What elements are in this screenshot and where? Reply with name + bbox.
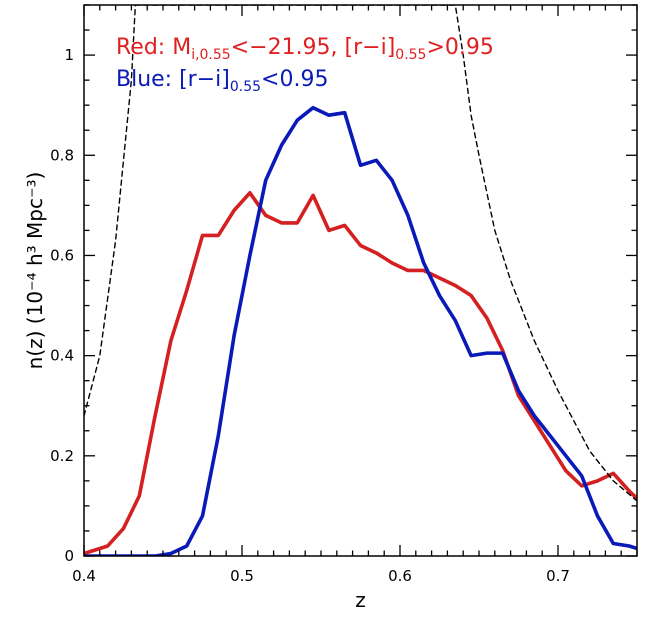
x-tick-label: 0.7 [546, 567, 570, 585]
legend-entry-0: Red: Mi,0.55<−21.95, [r−i]0.55>0.95 [116, 35, 494, 63]
y-tick-label: 1 [64, 46, 74, 64]
series-line-1 [84, 105, 637, 556]
series-layer [84, 5, 637, 556]
series-dashed-line [84, 5, 637, 502]
y-axis-title: n(z) (10⁻⁴ h³ Mpc⁻³) [23, 172, 47, 370]
x-tick-label: 0.5 [230, 567, 254, 585]
legend-entry-1: Blue: [r−i]0.55<0.95 [116, 67, 328, 95]
x-tick-label: 0.6 [388, 567, 412, 585]
y-tick-label: 0 [64, 547, 74, 565]
y-tick-label: 0.8 [50, 146, 74, 164]
y-tick-label: 0.4 [50, 347, 74, 365]
legend: Red: Mi,0.55<−21.95, [r−i]0.55>0.95 Blue:… [116, 35, 494, 95]
y-tick-label: 0.6 [50, 246, 74, 264]
x-axis-title: z [355, 588, 366, 612]
series-line-0 [84, 191, 637, 556]
axes-layer: 0.4 0.5 0.6 0.7 0 0.2 0.4 0.6 0.8 1 z n(z) (10⁻⁴ h³… [23, 4, 638, 612]
x-tick-label: 0.4 [72, 567, 96, 585]
y-tick-label: 0.2 [50, 447, 74, 465]
